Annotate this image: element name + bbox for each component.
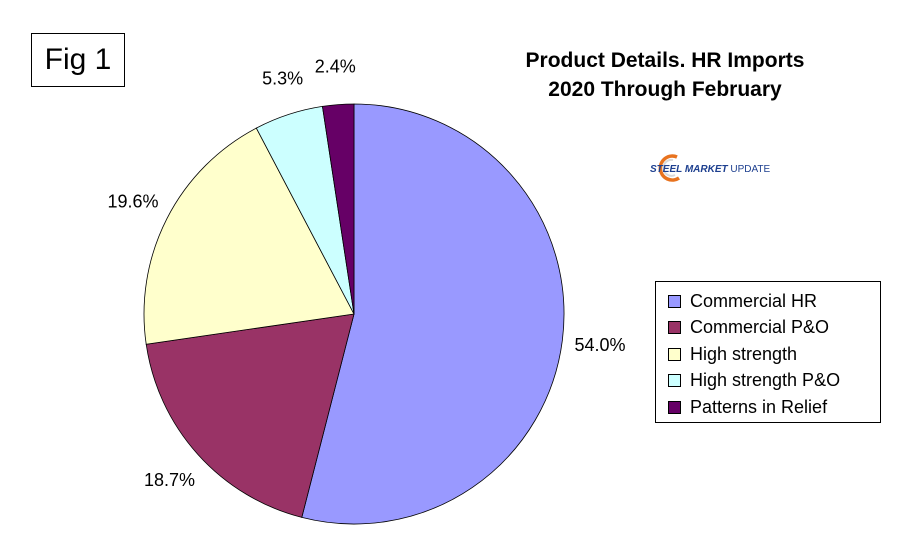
legend-swatch (668, 321, 681, 335)
legend-swatch (668, 374, 681, 388)
slice-percent-label: 18.7% (144, 470, 195, 490)
figure-label: Fig 1 (31, 33, 125, 87)
logo-text-secondary: UPDATE (728, 164, 771, 175)
legend-item-high-strength-po: High strength P&O (668, 368, 880, 395)
legend-label: Commercial HR (690, 290, 818, 311)
chart-title: Product Details. HR Imports 2020 Through… (480, 46, 850, 104)
legend-item-commercial-hr: Commercial HR (668, 288, 880, 315)
legend-label: High strength P&O (690, 370, 841, 391)
chart-title-line-2: 2020 Through February (548, 78, 782, 101)
pie-slice-high-strength (143, 127, 355, 345)
legend-swatch (668, 294, 681, 308)
pie-slice-commercial-p-o (145, 313, 355, 518)
slice-percent-label: 5.3% (262, 68, 303, 88)
logo-text-primary: STEEL MARKET (650, 164, 728, 175)
legend-label: Patterns in Relief (690, 396, 828, 417)
legend-swatch (668, 347, 681, 361)
svg-text:STEEL MARKET UPDATE: STEEL MARKET UPDATE (650, 164, 771, 175)
chart-title-line-1: Product Details. HR Imports (525, 49, 805, 72)
steel-market-update-logo: STEEL MARKET UPDATE (650, 154, 771, 182)
slice-percent-label: 2.4% (315, 57, 356, 77)
legend-item-high-strength: High strength (668, 341, 880, 368)
legend-label: High strength (690, 343, 798, 364)
slice-percent-label: 19.6% (107, 191, 158, 211)
slice-percent-label: 54.0% (574, 335, 625, 355)
chart-legend: Commercial HR Commercial P&O High streng… (655, 281, 881, 423)
pie-slice-commercial-hr (301, 103, 565, 525)
pie-slice-patterns-in-relief (321, 103, 355, 315)
legend-swatch (668, 400, 681, 414)
legend-item-patterns-in-relief: Patterns in Relief (668, 394, 880, 421)
legend-label: Commercial P&O (690, 317, 830, 338)
legend-item-commercial-po: Commercial P&O (668, 315, 880, 342)
